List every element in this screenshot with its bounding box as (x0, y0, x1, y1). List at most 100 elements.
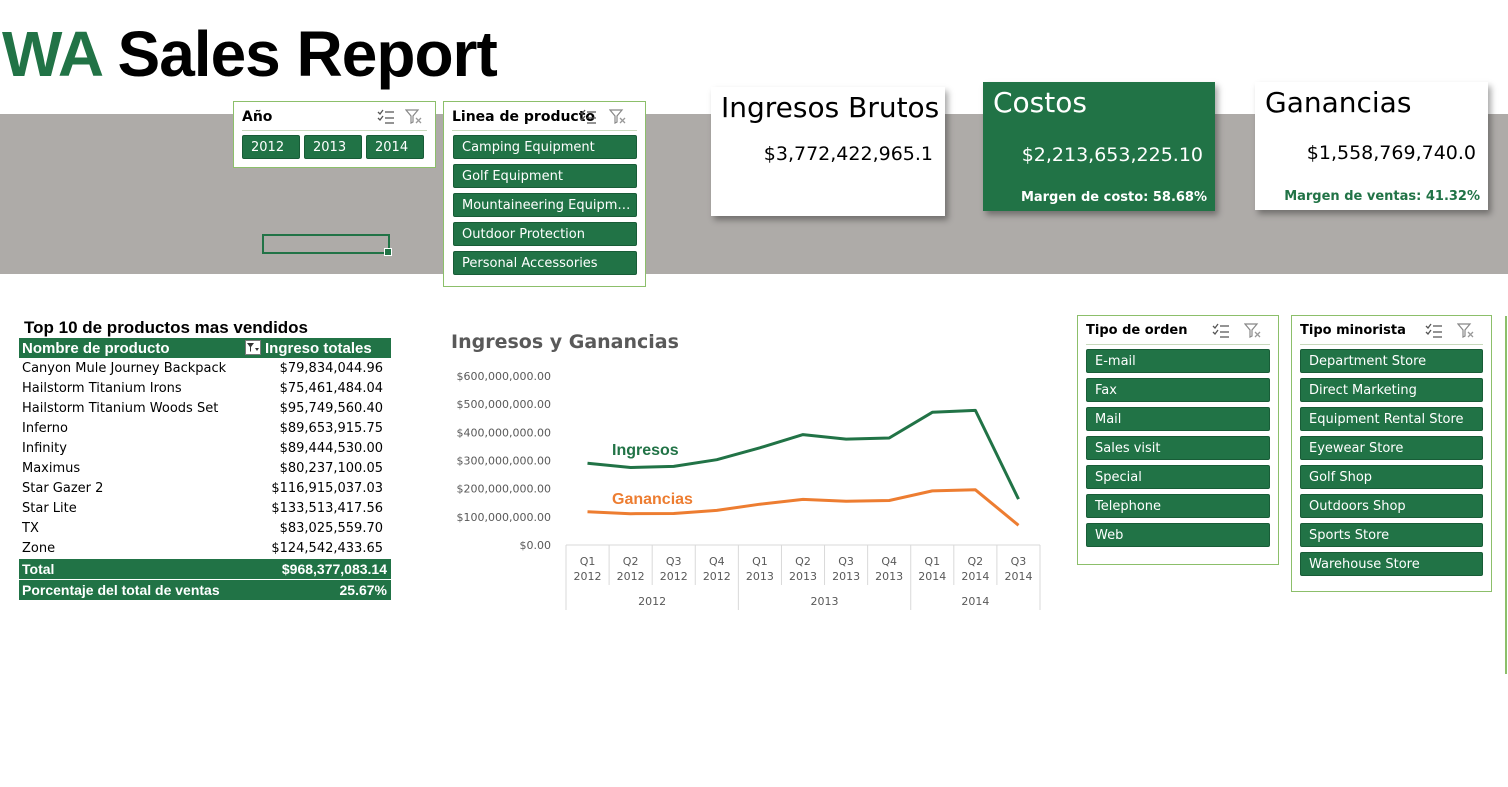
table-row: Hailstorm Titanium Woods Set $95,749,560.… (19, 398, 391, 418)
y-tick-label: $600,000,000.00 (457, 370, 551, 383)
slicer-item-fax[interactable]: Fax (1086, 378, 1270, 402)
x-tick-quarter: Q3 (838, 555, 854, 568)
x-tick-year: 2012 (574, 570, 602, 583)
product-revenue: $89,653,915.75 (279, 421, 383, 436)
slicer-item-special[interactable]: Special (1086, 465, 1270, 489)
product-revenue: $124,542,433.65 (271, 541, 383, 556)
kpi-title: Costos (993, 86, 1087, 119)
chart-title: Ingresos y Ganancias (451, 331, 679, 353)
slicer-item-eyewear-store[interactable]: Eyewear Store (1300, 436, 1483, 460)
x-tick-quarter: Q3 (666, 555, 682, 568)
slicer-item-telephone[interactable]: Telephone (1086, 494, 1270, 518)
slicer-item-2012[interactable]: 2012 (242, 135, 300, 159)
slicer-item-mail[interactable]: Mail (1086, 407, 1270, 431)
slicer-item-golf-shop[interactable]: Golf Shop (1300, 465, 1483, 489)
x-tick-year: 2013 (789, 570, 817, 583)
multi-select-icon[interactable] (1212, 323, 1230, 339)
pct-value: 25.67% (339, 582, 387, 598)
clear-filter-icon[interactable] (1244, 323, 1262, 339)
slicer-item-outdoors-shop[interactable]: Outdoors Shop (1300, 494, 1483, 518)
series-label-ingresos: Ingresos (612, 442, 679, 459)
product-revenue: $89,444,530.00 (279, 441, 383, 456)
kpi-card-costos: Costos $2,213,653,225.10 Margen de costo… (983, 82, 1215, 211)
x-tick-quarter: Q4 (709, 555, 725, 568)
series-label-ganancias: Ganancias (612, 491, 693, 508)
top10-title: Top 10 de productos mas vendidos (24, 318, 309, 337)
title-prefix: WA (2, 18, 102, 90)
product-name: Infinity (22, 441, 67, 456)
selected-cell[interactable] (262, 234, 392, 256)
slicer-item-direct-marketing[interactable]: Direct Marketing (1300, 378, 1483, 402)
product-name: Inferno (22, 421, 68, 436)
clear-filter-icon[interactable] (609, 109, 627, 125)
slicer-item-personal-accessories[interactable]: Personal Accessories (453, 251, 637, 275)
x-group-label: 2013 (811, 595, 839, 608)
x-tick-year: 2012 (660, 570, 688, 583)
x-tick-year: 2014 (1004, 570, 1032, 583)
slicer-item-warehouse-store[interactable]: Warehouse Store (1300, 552, 1483, 576)
kpi-note: Margen de costo: 58.68% (1020, 190, 1207, 205)
product-revenue: $80,237,100.05 (279, 461, 383, 476)
y-tick-label: $400,000,000.00 (457, 426, 551, 439)
slicer-item-sports-store[interactable]: Sports Store (1300, 523, 1483, 547)
x-group-label: 2012 (638, 595, 666, 608)
slicer-item-golf[interactable]: Golf Equipment (453, 164, 637, 188)
table-row: Inferno $89,653,915.75 (19, 418, 391, 438)
x-tick-year: 2014 (918, 570, 946, 583)
y-tick-label: $300,000,000.00 (457, 455, 551, 468)
x-tick-year: 2014 (961, 570, 989, 583)
kpi-value: $3,772,422,965.1 (763, 143, 933, 165)
table-row: TX $83,025,559.70 (19, 518, 391, 538)
y-tick-label: $0.00 (520, 539, 552, 552)
table-header-row: Nombre de producto Ingreso totales (19, 338, 391, 358)
slicer-header: Linea de producto (452, 108, 637, 131)
slicer-item-mountaineering[interactable]: Mountaineering Equipment (453, 193, 637, 217)
total-label: Total (22, 561, 55, 577)
slicer-item-2013[interactable]: 2013 (304, 135, 362, 159)
clear-filter-icon[interactable] (405, 109, 423, 125)
y-tick-label: $500,000,000.00 (457, 398, 551, 411)
slicer-linea-producto: Linea de producto Camping Equipment Golf… (443, 101, 646, 287)
x-tick-quarter: Q2 (968, 555, 984, 568)
slicer-header: Tipo minorista (1300, 322, 1483, 345)
slicer-tipo-minorista: Tipo minorista Department Store Direct Ma… (1291, 315, 1492, 592)
slicer-item-equipment-rental-store[interactable]: Equipment Rental Store (1300, 407, 1483, 431)
table-row: Canyon Mule Journey Backpack $79,834,044.… (19, 358, 391, 378)
x-tick-year: 2013 (746, 570, 774, 583)
slicer-item-web[interactable]: Web (1086, 523, 1270, 547)
x-tick-year: 2012 (703, 570, 731, 583)
fill-handle[interactable] (384, 248, 392, 256)
clear-filter-icon[interactable] (1457, 323, 1475, 339)
x-tick-year: 2012 (617, 570, 645, 583)
product-revenue: $116,915,037.03 (271, 481, 383, 496)
multi-select-icon[interactable] (377, 109, 395, 125)
slicer-item-e-mail[interactable]: E-mail (1086, 349, 1270, 373)
slicer-item-department-store[interactable]: Department Store (1300, 349, 1483, 373)
x-tick-quarter: Q3 (1011, 555, 1027, 568)
multi-select-icon[interactable] (1425, 323, 1443, 339)
product-revenue: $83,025,559.70 (279, 521, 383, 536)
filter-dropdown-icon[interactable] (245, 340, 261, 355)
slicer-header: Año (242, 108, 427, 131)
x-tick-quarter: Q2 (623, 555, 639, 568)
product-name: Star Lite (22, 501, 77, 516)
slicer-title: Tipo de orden (1086, 323, 1188, 338)
product-name: Zone (22, 541, 56, 556)
product-revenue: $75,461,484.04 (279, 381, 383, 396)
x-tick-quarter: Q4 (881, 555, 897, 568)
y-tick-label: $100,000,000.00 (457, 511, 551, 524)
slicer-item-camping[interactable]: Camping Equipment (453, 135, 637, 159)
kpi-card-ingresos: Ingresos Brutos $3,772,422,965.1 (711, 87, 945, 216)
slicer-tipo-orden: Tipo de orden E-mail Fax Mail Sales visit Sp… (1077, 315, 1279, 565)
table-row: Zone $124,542,433.65 (19, 538, 391, 558)
slicer-title: Linea de producto (452, 109, 596, 125)
product-name: Hailstorm Titanium Irons (22, 381, 182, 396)
table-row: Hailstorm Titanium Irons $75,461,484.04 (19, 378, 391, 398)
slicer-item-outdoor-protection[interactable]: Outdoor Protection (453, 222, 637, 246)
multi-select-icon[interactable] (579, 109, 597, 125)
pct-label: Porcentaje del total de ventas (22, 582, 220, 598)
slicer-item-2014[interactable]: 2014 (366, 135, 424, 159)
table-row: Star Lite $133,513,417.56 (19, 498, 391, 518)
series-line-ganancias (587, 488, 1020, 527)
slicer-item-sales-visit[interactable]: Sales visit (1086, 436, 1270, 460)
